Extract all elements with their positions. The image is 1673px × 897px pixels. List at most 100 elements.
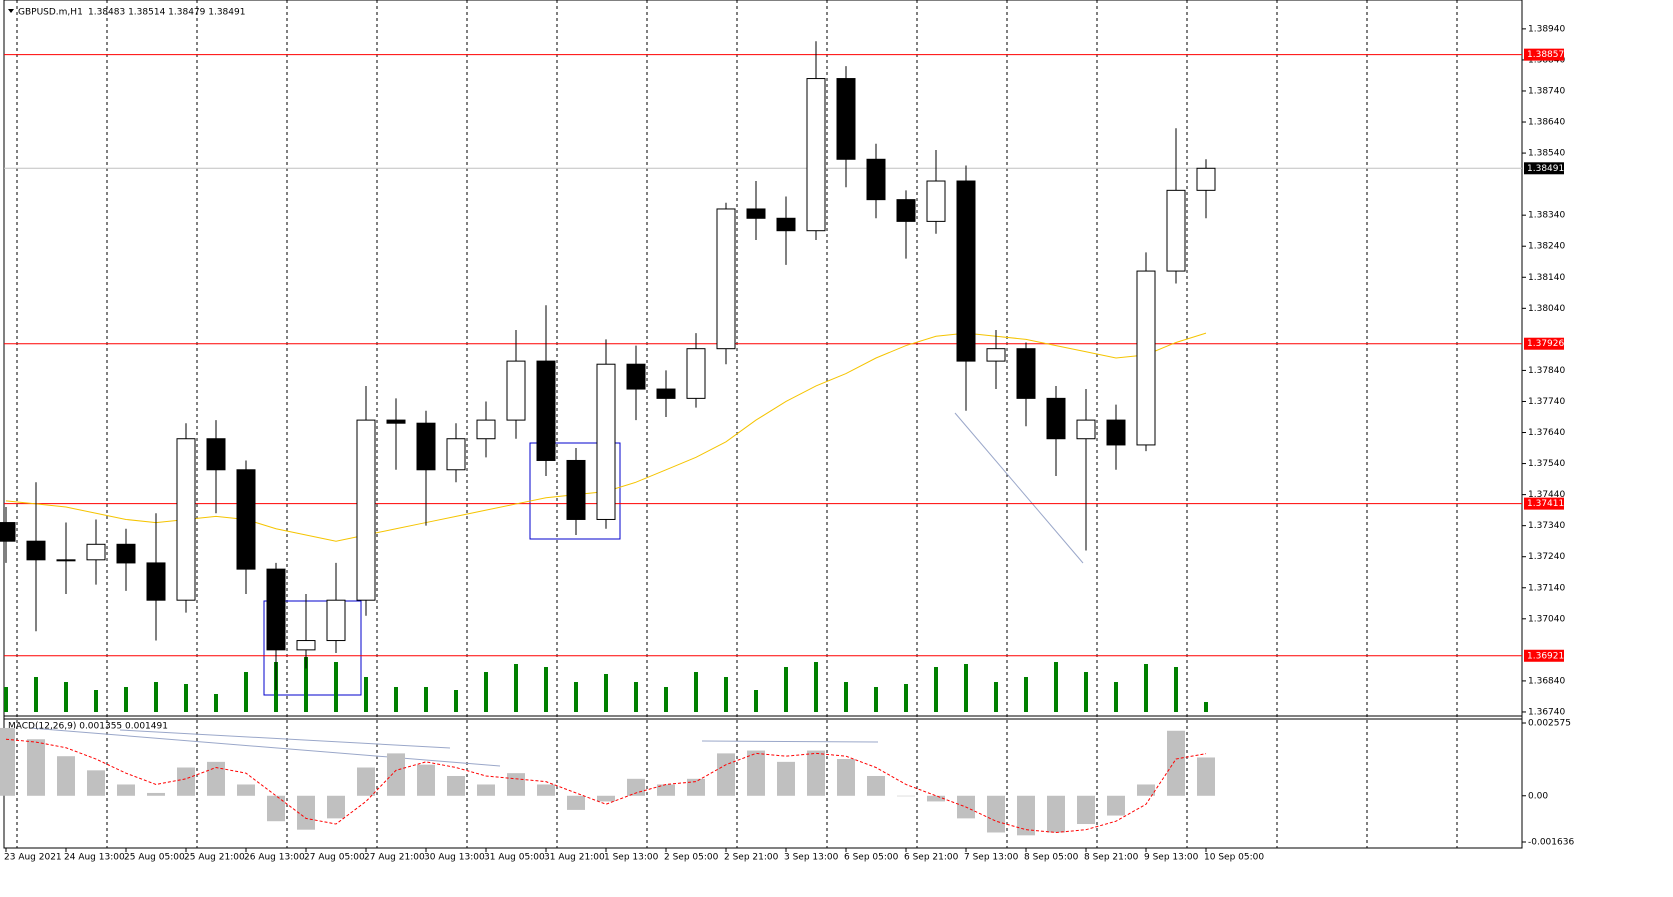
macd-bar: [1107, 795, 1125, 816]
macd-bar: [477, 784, 495, 796]
candle-body: [356, 419, 376, 601]
macd-bar: [837, 759, 855, 796]
rectangle-drawing: [529, 442, 621, 540]
macd-bar: [447, 775, 465, 796]
volume-bar: [94, 690, 98, 712]
macd-bar: [1017, 795, 1035, 836]
macd-bar: [357, 767, 375, 796]
x-tick-label: 3 Sep 13:00: [784, 853, 839, 863]
macd-bar: [897, 795, 915, 797]
level-tag: [1524, 48, 1564, 61]
y-tick-label: 1.38140: [1528, 273, 1565, 283]
volume-bar: [514, 664, 518, 712]
candle-body: [986, 348, 1006, 362]
volume-bar: [1144, 664, 1148, 712]
x-tick-label: 8 Sep 21:00: [1084, 853, 1139, 863]
macd-bar: [147, 792, 165, 796]
trendline-drawing: [119, 729, 451, 749]
x-tick-label: 2 Sep 21:00: [724, 853, 779, 863]
x-tick-label: 27 Aug 05:00: [304, 853, 365, 863]
trendline-drawing: [954, 412, 1084, 564]
candle-body: [86, 543, 106, 561]
macd-bar: [27, 739, 45, 796]
candle-body: [386, 419, 406, 424]
y-tick-label: 1.38740: [1528, 86, 1565, 96]
candle-body: [536, 360, 556, 461]
candle-body: [716, 208, 736, 350]
quote: 1.38483 1.38514 1.38479 1.38491: [88, 8, 245, 18]
candle-body: [116, 543, 136, 564]
volume-bar: [574, 682, 578, 712]
candle-body: [746, 208, 766, 219]
level-label: 1.36921: [1527, 651, 1564, 661]
candle-body: [1016, 348, 1036, 399]
x-tick-label: 26 Aug 13:00: [244, 853, 305, 863]
menu-arrow[interactable]: [8, 9, 14, 13]
volume-bar: [1114, 682, 1118, 712]
y-tick-label: 0.002575: [1528, 719, 1571, 729]
candle-body: [566, 459, 586, 520]
y-tick-label: 1.37440: [1528, 490, 1565, 500]
candle-body: [1136, 270, 1156, 446]
candle-body: [836, 78, 856, 160]
candle-body: [926, 180, 946, 222]
candle-body: [0, 522, 16, 542]
candle-body: [176, 438, 196, 601]
level-label: 1.37926: [1527, 339, 1564, 349]
candle-body: [146, 562, 166, 601]
volume-bar: [154, 682, 158, 712]
candle-body: [206, 438, 226, 471]
x-tick-label: 6 Sep 05:00: [844, 853, 899, 863]
candle-body: [236, 469, 256, 570]
volume-bar: [184, 684, 188, 712]
macd-bar: [207, 761, 225, 796]
macd-bar: [927, 795, 945, 802]
volume-bar: [1024, 677, 1028, 712]
y-tick-label: 1.38540: [1528, 149, 1565, 159]
candle-body: [866, 158, 886, 201]
volume-bar: [64, 682, 68, 712]
x-tick-label: 25 Aug 05:00: [124, 853, 185, 863]
candle-body: [1196, 167, 1216, 191]
volume-bar: [664, 687, 668, 712]
y-tick-label: 1.37040: [1528, 614, 1565, 624]
x-tick-label: 25 Aug 21:00: [184, 853, 245, 863]
macd-title: MACD(12,26,9) 0.001355 0.001491: [8, 722, 168, 732]
volume-bar: [1054, 662, 1058, 712]
macd-bar: [777, 761, 795, 796]
macd-bar: [537, 784, 555, 796]
macd-bar: [1047, 795, 1065, 833]
volume-bar: [754, 690, 758, 712]
macd-bar: [87, 770, 105, 796]
volume-bar: [334, 662, 338, 712]
candle-body: [656, 388, 676, 399]
candle-body: [806, 78, 826, 232]
x-tick-label: 8 Sep 05:00: [1024, 853, 1079, 863]
volume-bar: [874, 687, 878, 712]
candle-body: [1046, 397, 1066, 440]
volume-bar: [994, 682, 998, 712]
y-tick-label: 1.38640: [1528, 118, 1565, 128]
candle-body: [626, 363, 646, 390]
volume-bar: [784, 667, 788, 712]
x-tick-label: 23 Aug 2021: [4, 853, 62, 863]
volume-bar: [1084, 672, 1088, 712]
candle-body: [896, 199, 916, 222]
macd-bar: [237, 784, 255, 796]
y-tick-label: 1.37840: [1528, 366, 1565, 376]
x-tick-label: 9 Sep 13:00: [1144, 853, 1199, 863]
candle-body: [776, 217, 796, 232]
volume-bar: [904, 684, 908, 712]
x-tick-label: 24 Aug 13:00: [64, 853, 125, 863]
macd-bar: [387, 753, 405, 796]
y-tick-label: 1.37540: [1528, 459, 1565, 469]
y-tick-label: 1.37640: [1528, 428, 1565, 438]
y-tick-label: 1.36740: [1528, 707, 1565, 717]
level-tag: [1524, 649, 1564, 662]
volume-bar: [214, 694, 218, 712]
volume-bar: [244, 672, 248, 712]
macd-bar: [1077, 795, 1095, 825]
macd-bar: [747, 750, 765, 796]
volume-bar: [724, 677, 728, 712]
